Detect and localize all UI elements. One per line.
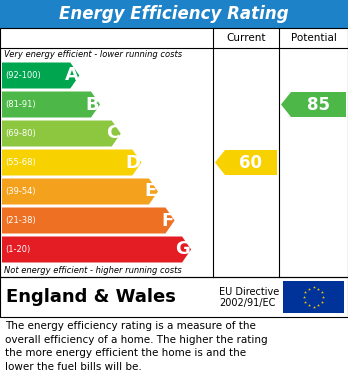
Text: (39-54): (39-54) xyxy=(5,187,35,196)
Polygon shape xyxy=(2,237,191,262)
Text: (1-20): (1-20) xyxy=(5,245,30,254)
Text: F: F xyxy=(161,212,174,230)
Text: (92-100): (92-100) xyxy=(5,71,41,80)
Polygon shape xyxy=(2,179,158,204)
Text: (81-91): (81-91) xyxy=(5,100,35,109)
Polygon shape xyxy=(215,150,277,175)
Text: G: G xyxy=(175,240,190,258)
Bar xyxy=(0,28,348,277)
Bar xyxy=(0,277,348,317)
Text: EU Directive: EU Directive xyxy=(219,287,279,297)
Text: 2002/91/EC: 2002/91/EC xyxy=(219,298,275,308)
Polygon shape xyxy=(2,149,141,176)
Text: Very energy efficient - lower running costs: Very energy efficient - lower running co… xyxy=(4,50,182,59)
Polygon shape xyxy=(281,92,346,117)
Text: Not energy efficient - higher running costs: Not energy efficient - higher running co… xyxy=(4,266,182,275)
Text: 85: 85 xyxy=(307,95,330,113)
Text: The energy efficiency rating is a measure of the
overall efficiency of a home. T: The energy efficiency rating is a measur… xyxy=(5,321,268,372)
Text: (69-80): (69-80) xyxy=(5,129,36,138)
Text: England & Wales: England & Wales xyxy=(6,288,176,306)
Polygon shape xyxy=(2,63,79,88)
Bar xyxy=(0,0,348,28)
Polygon shape xyxy=(2,120,121,147)
Bar xyxy=(283,281,344,313)
Text: A: A xyxy=(64,66,78,84)
Text: B: B xyxy=(85,95,99,113)
Text: Current: Current xyxy=(226,33,266,43)
Text: E: E xyxy=(145,183,157,201)
Polygon shape xyxy=(2,208,175,233)
Text: C: C xyxy=(106,124,120,142)
Polygon shape xyxy=(2,91,100,118)
Text: 60: 60 xyxy=(239,154,262,172)
Text: D: D xyxy=(125,154,140,172)
Text: Energy Efficiency Rating: Energy Efficiency Rating xyxy=(59,5,289,23)
Bar xyxy=(0,277,348,317)
Text: (55-68): (55-68) xyxy=(5,158,36,167)
Text: (21-38): (21-38) xyxy=(5,216,36,225)
Text: Potential: Potential xyxy=(291,33,337,43)
